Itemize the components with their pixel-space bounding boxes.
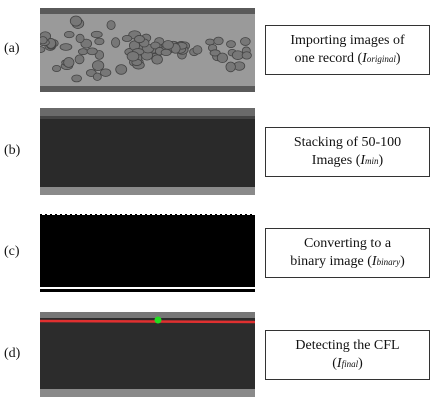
- cell: [76, 34, 84, 42]
- panel-label: (d): [4, 346, 20, 362]
- cell: [122, 35, 132, 41]
- cell: [100, 69, 110, 77]
- cell: [242, 52, 251, 59]
- cell: [87, 48, 97, 55]
- caption-text: one record (: [295, 51, 363, 66]
- cell: [217, 53, 227, 63]
- cell: [91, 31, 102, 38]
- cell: [161, 49, 171, 55]
- original-image: [40, 8, 255, 92]
- cell: [214, 37, 223, 45]
- cell: [40, 47, 45, 53]
- cell: [78, 49, 87, 55]
- binary-image: [40, 210, 255, 295]
- cell: [95, 38, 104, 45]
- caption-line: Detecting the CFL: [295, 337, 399, 355]
- panel-label: (a): [4, 41, 20, 57]
- cell: [152, 55, 163, 64]
- subscript: binary: [377, 257, 401, 267]
- final-image: [40, 312, 255, 397]
- cell: [60, 44, 72, 51]
- caption-line: one record (Ioriginal): [295, 50, 401, 68]
- stacked-image: [40, 108, 255, 195]
- caption-text: binary image (: [290, 254, 372, 269]
- cell: [206, 39, 215, 45]
- cell: [135, 35, 145, 42]
- subscript: min: [365, 156, 379, 166]
- cell: [52, 65, 60, 71]
- cell: [64, 31, 74, 37]
- caption-line: (Ifinal): [332, 355, 363, 373]
- cell: [193, 46, 202, 55]
- cell: [226, 41, 235, 48]
- cell: [93, 73, 101, 80]
- figure: (a) Importing images ofone record (Iorigi…: [0, 0, 438, 400]
- panel-label: (c): [4, 244, 20, 260]
- caption-text: Images (: [312, 153, 361, 168]
- caption-text: ): [358, 356, 363, 371]
- cell: [75, 55, 84, 64]
- caption-text: ): [379, 153, 384, 168]
- cell: [107, 21, 115, 30]
- caption-line: Importing images of: [290, 32, 404, 50]
- cell: [64, 58, 74, 68]
- caption-box: Detecting the CFL(Ifinal): [265, 330, 430, 380]
- cell: [127, 52, 139, 61]
- caption-line: Images (Imin): [312, 152, 383, 170]
- subscript: original: [367, 54, 396, 64]
- caption-line: Converting to a: [304, 235, 391, 253]
- cell: [92, 61, 103, 71]
- cell: [40, 37, 47, 44]
- caption-text: ): [400, 254, 405, 269]
- cell: [116, 65, 127, 75]
- cell: [70, 16, 81, 26]
- cell: [226, 62, 236, 72]
- caption-line: binary image (Ibinary): [290, 253, 404, 271]
- caption-line: Stacking of 50-100: [294, 134, 401, 152]
- panel-label: (b): [4, 143, 20, 159]
- cell: [240, 37, 250, 45]
- subscript: final: [342, 359, 359, 369]
- cell: [111, 38, 119, 48]
- cell: [163, 40, 174, 49]
- caption-text: ): [396, 51, 401, 66]
- cell: [72, 75, 82, 82]
